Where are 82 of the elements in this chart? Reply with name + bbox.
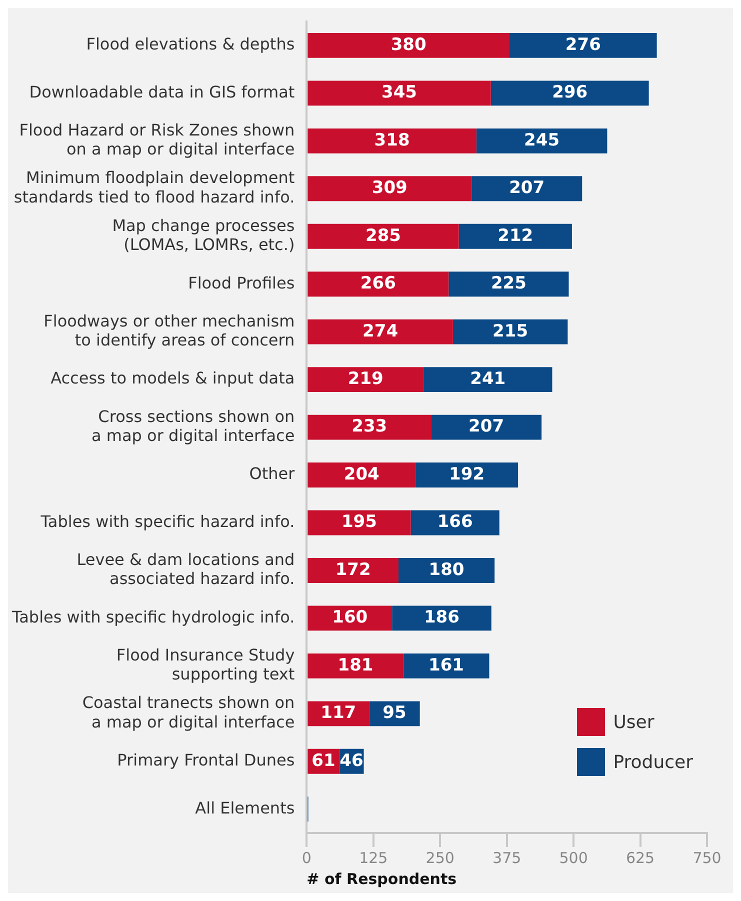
x-tick-label: 0	[302, 848, 312, 867]
x-tick-label: 500	[559, 848, 588, 867]
y-tick-label: Map change processes (LOMAs, LOMRs, etc.)	[112, 216, 295, 254]
y-tick-label: Coastal tranects shown on a map or digital interface	[82, 693, 295, 732]
legend-label: User	[613, 712, 654, 732]
data-label: 241	[470, 368, 506, 389]
bar	[308, 319, 453, 344]
bar	[308, 272, 449, 297]
y-tick-label: Flood Insurance Study supporting text	[116, 646, 295, 684]
bar	[308, 224, 459, 249]
data-label: 380	[390, 34, 426, 55]
bar	[431, 414, 542, 440]
data-label: 161	[428, 655, 464, 676]
data-label: 276	[565, 34, 601, 55]
y-tick-label: Primary Frontal Dunes	[117, 750, 295, 770]
y-tick-label: Minimum floodplain development standards tied to flood hazard info.	[14, 168, 295, 206]
bar	[308, 128, 476, 154]
bar	[490, 80, 649, 106]
data-label: 160	[332, 608, 368, 628]
y-tick-label: Flood elevations & depths	[86, 34, 295, 54]
data-label: 180	[428, 560, 464, 580]
data-label: 245	[524, 130, 560, 150]
data-label: 61	[312, 750, 336, 771]
data-label: 215	[492, 321, 528, 342]
bar	[308, 558, 398, 583]
bar	[476, 128, 608, 154]
y-tick-label: Tables with specific hazard info.	[40, 512, 295, 531]
data-label: 285	[365, 226, 401, 246]
x-tick-label: 375	[492, 848, 522, 867]
y-tick-label: Tables with specific hydrologic info.	[10, 607, 295, 626]
y-tick-label: Levee & dam locations and associated hazard info.	[76, 550, 295, 588]
data-label: 225	[490, 274, 526, 294]
bar	[448, 272, 569, 297]
data-label: 296	[552, 82, 588, 103]
bar	[308, 414, 432, 440]
bar	[416, 462, 518, 488]
x-tick-label: 125	[359, 848, 388, 867]
data-label: 219	[348, 368, 384, 389]
bar	[308, 80, 491, 106]
data-label: 309	[372, 178, 408, 198]
y-tick-label: Downloadable data in GIS format	[29, 82, 295, 102]
data-label: 212	[498, 226, 534, 246]
bar	[392, 606, 492, 631]
bar	[308, 367, 424, 392]
data-label: 207	[468, 416, 504, 437]
data-label: 204	[344, 464, 380, 484]
x-axis-title: # of Respondents	[306, 870, 457, 888]
bar	[510, 32, 657, 58]
y-tick-label: Access to models & input data	[50, 368, 295, 388]
y-tick-label: Flood Profiles	[188, 273, 295, 292]
data-label: 117	[320, 703, 356, 724]
data-label: 46	[340, 750, 364, 771]
y-tick-label: Floodways or other mechanism to identify areas of concern	[44, 311, 295, 350]
data-label: 233	[352, 416, 388, 437]
y-tick-label: Flood Hazard or Risk Zones shown on a map or digital interface	[19, 120, 295, 159]
y-tick-label: All Elements	[195, 798, 295, 818]
bar	[472, 176, 582, 202]
data-label: 318	[374, 130, 410, 150]
data-label: 266	[360, 274, 396, 294]
y-tick-label: Cross sections shown on a map or digital interface	[92, 406, 295, 446]
bar	[308, 462, 416, 488]
data-label: 186	[424, 608, 460, 628]
data-label: 345	[382, 82, 418, 103]
bar	[308, 176, 472, 202]
x-tick-label: 750	[692, 848, 722, 867]
x-tick-label: 625	[626, 848, 655, 867]
data-label: 274	[362, 321, 398, 342]
bar	[458, 224, 572, 249]
data-label: 181	[338, 655, 374, 676]
bar	[424, 367, 552, 392]
data-label: 172	[335, 560, 371, 580]
bar	[452, 319, 568, 344]
data-label: 166	[437, 512, 473, 532]
data-label: 195	[341, 512, 377, 532]
x-tick-label: 250	[426, 848, 454, 867]
bar	[308, 653, 404, 678]
data-label: 207	[509, 178, 545, 198]
legend-label: Producer	[613, 752, 693, 772]
y-tick-label: Other	[249, 464, 296, 484]
data-label: 192	[449, 464, 485, 484]
data-label: 95	[382, 703, 406, 724]
bar	[308, 32, 510, 58]
